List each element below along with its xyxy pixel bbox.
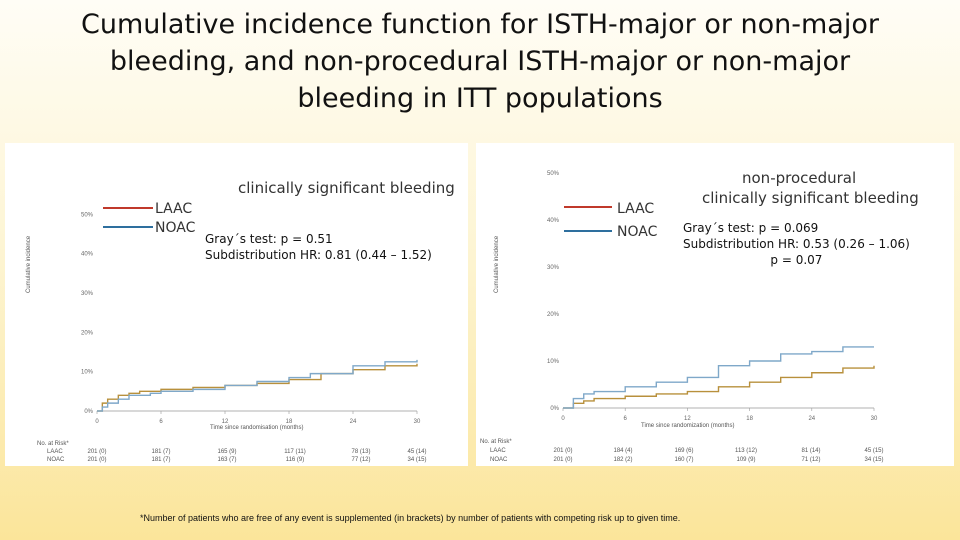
risk-cell: 201 (0) xyxy=(87,449,106,455)
risk-cell: 109 (9) xyxy=(736,457,755,463)
x-tick-label: 6 xyxy=(159,419,163,425)
x-tick-label: 6 xyxy=(624,416,628,422)
risk-row-label: LAAC xyxy=(490,448,506,454)
risk-cell: 201 (0) xyxy=(87,457,106,463)
x-axis-label: Time since randomization (months) xyxy=(641,423,734,429)
grays-test-line: Gray´s test: p = 0.069 xyxy=(683,221,819,235)
risk-row-label: NOAC xyxy=(47,457,65,463)
risk-cell: 184 (4) xyxy=(613,448,632,454)
y-tick-label: 40% xyxy=(547,218,560,224)
risk-cell: 201 (0) xyxy=(553,457,572,463)
footnote: *Number of patients who are free of any … xyxy=(140,513,681,523)
risk-cell: 181 (7) xyxy=(151,449,170,455)
chart-title-line-1: non-procedural xyxy=(742,169,856,187)
risk-row-label: LAAC xyxy=(47,449,63,455)
risk-cell: 77 (12) xyxy=(351,457,370,463)
y-axis-label: Cumulative incidence xyxy=(494,235,500,293)
p-value-line: p = 0.07 xyxy=(770,253,823,267)
y-tick-label: 40% xyxy=(81,252,94,258)
risk-cell: 117 (11) xyxy=(284,449,305,455)
y-tick-label: 30% xyxy=(81,291,94,297)
legend-label-laac: LAAC xyxy=(617,201,654,217)
y-tick-label: 10% xyxy=(547,359,560,365)
y-tick-label: 0% xyxy=(84,409,93,415)
chart-title-line-2: clinically significant bleeding xyxy=(702,189,919,207)
right-chart-panel: non-procedural clinically significant bl… xyxy=(476,143,954,466)
y-tick-label: 50% xyxy=(81,212,94,218)
risk-row-label: NOAC xyxy=(490,457,508,463)
risk-table-header: No. at Risk* xyxy=(480,439,512,445)
subdistribution-hr-line: Subdistribution HR: 0.81 (0.44 – 1.52) xyxy=(205,248,432,262)
x-tick-label: 18 xyxy=(746,416,753,422)
series-line-noac xyxy=(563,346,874,409)
subdistribution-hr-line: Subdistribution HR: 0.53 (0.26 – 1.06) xyxy=(683,237,910,251)
left-chart-panel: clinically significant bleeding LAAC NOA… xyxy=(5,143,468,466)
series-line-noac xyxy=(97,359,418,412)
risk-cell: 34 (15) xyxy=(864,457,883,463)
risk-cell: 71 (12) xyxy=(801,457,820,463)
title-line-1: Cumulative incidence function for ISTH-m… xyxy=(81,9,879,40)
y-tick-label: 10% xyxy=(81,370,94,376)
x-tick-label: 24 xyxy=(808,416,815,422)
risk-cell: 181 (7) xyxy=(151,457,170,463)
y-tick-label: 50% xyxy=(547,171,560,177)
risk-cell: 45 (14) xyxy=(407,449,426,455)
risk-cell: 34 (15) xyxy=(407,457,426,463)
x-tick-label: 30 xyxy=(871,416,878,422)
legend-label-noac: NOAC xyxy=(617,224,658,240)
legend-label-laac: LAAC xyxy=(155,201,192,217)
series-line-laac xyxy=(97,363,418,412)
risk-cell: 169 (6) xyxy=(674,448,693,454)
grays-test-annotation: Gray´s test: p = 0.51 Subdistribution HR… xyxy=(205,231,432,263)
risk-cell: 78 (13) xyxy=(351,449,370,455)
risk-cell: 163 (7) xyxy=(217,457,236,463)
risk-cell: 113 (12) xyxy=(735,448,757,454)
slide-title: Cumulative incidence function for ISTH-m… xyxy=(0,6,960,117)
y-tick-label: 30% xyxy=(547,265,560,271)
x-axis-label: Time since randomisation (months) xyxy=(210,425,303,431)
risk-cell: 182 (2) xyxy=(613,457,632,463)
legend-label-noac: NOAC xyxy=(155,220,196,236)
y-tick-label: 0% xyxy=(550,406,559,412)
chart-title: clinically significant bleeding xyxy=(238,179,455,197)
right-chart-svg: non-procedural clinically significant bl… xyxy=(480,169,919,463)
left-chart-svg: clinically significant bleeding LAAC NOA… xyxy=(26,179,455,463)
y-tick-label: 20% xyxy=(81,330,94,336)
risk-cell: 201 (0) xyxy=(553,448,572,454)
grays-test-line: Gray´s test: p = 0.51 xyxy=(205,232,333,246)
x-tick-label: 12 xyxy=(684,416,691,422)
risk-cell: 116 (9) xyxy=(286,457,305,463)
risk-cell: 160 (7) xyxy=(674,457,693,463)
y-axis-label: Cumulative incidence xyxy=(26,235,32,293)
risk-table-header: No. at Risk* xyxy=(37,441,69,447)
title-line-3: bleeding in ITT populations xyxy=(297,83,663,114)
risk-cell: 81 (14) xyxy=(801,448,820,454)
risk-cell: 45 (15) xyxy=(864,448,883,454)
x-tick-label: 18 xyxy=(286,419,293,425)
series-line-laac xyxy=(563,365,875,409)
x-tick-label: 30 xyxy=(414,419,421,425)
risk-cell: 165 (9) xyxy=(217,449,236,455)
y-tick-label: 20% xyxy=(547,312,560,318)
title-line-2: bleeding, and non-procedural ISTH-major … xyxy=(109,46,851,77)
x-tick-label: 0 xyxy=(95,419,99,425)
grays-test-annotation: Gray´s test: p = 0.069 Subdistribution H… xyxy=(683,220,910,268)
x-tick-label: 0 xyxy=(561,416,565,422)
x-tick-label: 24 xyxy=(350,419,357,425)
x-tick-label: 12 xyxy=(222,419,229,425)
